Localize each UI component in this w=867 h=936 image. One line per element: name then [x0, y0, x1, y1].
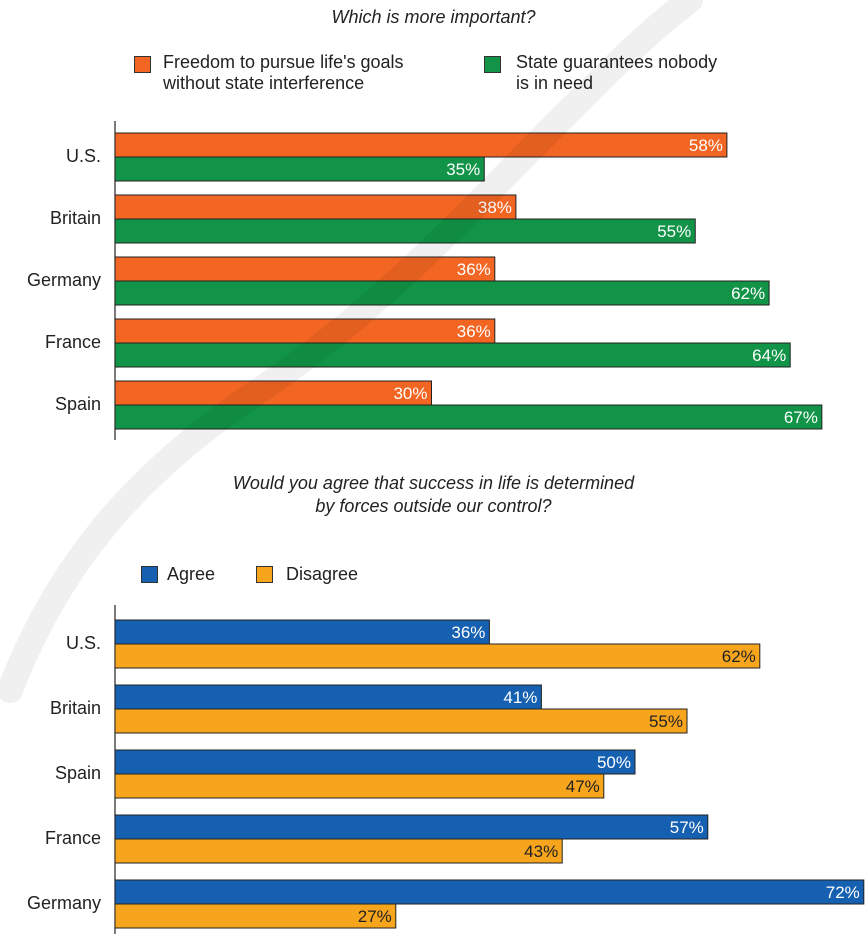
chart2-legend-label-disagree: Disagree [286, 564, 359, 584]
chart1-bar [114, 256, 496, 282]
chart1-data-label: 58% [689, 136, 723, 155]
chart1-bar [114, 318, 496, 344]
chart1-bar [114, 218, 696, 244]
chart1-legend-swatch-state [484, 56, 501, 73]
chart2-title: Would you agree that success in life is … [232, 473, 635, 516]
chart1-bar [114, 280, 770, 306]
chart1-category-label: Germany [27, 270, 101, 290]
chart1-bar [114, 194, 517, 220]
chart1-title: Which is more important? [331, 7, 536, 27]
chart1-category-label: U.S. [66, 146, 101, 166]
chart1-legend-label-state: State guarantees nobody is in need [516, 52, 718, 93]
chart1-category-label: Spain [55, 394, 101, 414]
chart1-data-label: 30% [393, 384, 427, 403]
chart1-category-label: France [45, 332, 101, 352]
chart1-legend-swatch-freedom [134, 56, 151, 73]
chart1-data-label: 35% [446, 160, 480, 179]
chart1-data-label: 36% [457, 260, 491, 279]
chart1-data-label: 67% [784, 408, 818, 427]
chart1-bar [114, 342, 791, 368]
chart1-legend-label-freedom: Freedom to pursue life's goals without s… [163, 52, 404, 93]
chart1-data-label: 64% [752, 346, 786, 365]
chart1-category-label: Britain [50, 208, 101, 228]
chart1-data-label: 36% [457, 322, 491, 341]
chart1-data-label: 55% [657, 222, 691, 241]
chart1-bar [114, 132, 728, 158]
chart1-bar [114, 156, 485, 182]
chart2-legend-swatch-disagree [256, 566, 273, 583]
chart2-legend-label-agree: Agree [167, 564, 216, 584]
chart1-data-label: 38% [478, 198, 512, 217]
chart1-bar [114, 380, 432, 406]
chart1-data-label: 62% [731, 284, 765, 303]
chart1-bar [114, 404, 823, 430]
chart2-legend-swatch-agree [141, 566, 158, 583]
